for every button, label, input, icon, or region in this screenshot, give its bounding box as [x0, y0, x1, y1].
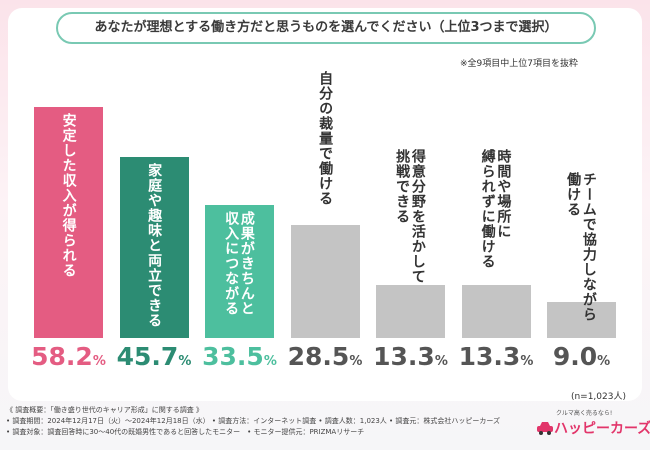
- value-label-3: 33.5%: [197, 342, 283, 371]
- bar-label-1: 安定した収入が得られる: [60, 113, 77, 279]
- company-logo: クルマ高く売るなら! ハッピーカーズ: [536, 408, 650, 442]
- bar-1: [34, 107, 103, 338]
- value-label-1: 58.2%: [26, 342, 112, 371]
- sample-size: (n=1,023人): [570, 392, 626, 402]
- bar-4: [290, 224, 360, 338]
- bar-label-line: 家庭や趣味と両立できる: [146, 162, 163, 328]
- value-number: 58.2: [31, 342, 93, 371]
- value-unit: %: [597, 354, 611, 369]
- bar-label-line: チームで協力しながら: [580, 172, 597, 323]
- bar-label-line: 縛られずに働ける: [479, 149, 496, 270]
- value-number: 33.5: [202, 342, 264, 371]
- value-label-2: 45.7%: [111, 342, 197, 371]
- value-label-4: 28.5%: [282, 342, 368, 371]
- bar-label-7: チームで協力しながら 働ける: [565, 172, 597, 323]
- bar-label-line: 成果がきちんと: [238, 211, 255, 317]
- bar-3: [205, 205, 274, 338]
- bar-2: [119, 156, 189, 338]
- value-number: 9.0: [552, 342, 598, 371]
- value-unit: %: [178, 354, 192, 369]
- value-label-5: 13.3%: [368, 342, 454, 371]
- bar-label-line: 安定した収入が得られる: [60, 113, 77, 279]
- value-unit: %: [92, 354, 106, 369]
- selection-note: ※全9項目中上位7項目を抜粋: [460, 59, 578, 69]
- value-unit: %: [520, 354, 534, 369]
- footer-line: • 調査期間：2024年12月17日（火）〜2024年12月18日（水） • 調…: [6, 417, 501, 425]
- value-unit: %: [434, 354, 448, 369]
- value-number: 45.7: [116, 342, 179, 371]
- bar-label-line: 働ける: [565, 172, 582, 218]
- chart-title: あなたが理想とする働き方だと思うものを選んでください（上位3つまで選択）: [56, 12, 596, 44]
- bar-label-4: 自分の裁量で働ける: [317, 71, 333, 206]
- bar-label-line: 自分の裁量で働ける: [317, 70, 334, 206]
- value-number: 13.3: [458, 342, 521, 371]
- logo-tagline: クルマ高く売るなら!: [556, 410, 613, 417]
- bar-label-2: 家庭や趣味と両立できる: [146, 163, 162, 328]
- value-unit: %: [349, 354, 363, 369]
- pink-car-icon: [537, 422, 553, 435]
- value-number: 28.5: [287, 342, 350, 371]
- bar-label-line: 得意分野を活かして: [409, 149, 426, 285]
- bar-label-6: 時間や場所に 縛られずに働ける: [479, 149, 512, 270]
- value-unit: %: [263, 354, 277, 369]
- logo-name: ハッピーカーズ: [554, 421, 650, 437]
- bar-7: [547, 302, 616, 338]
- value-label-6: 13.3%: [453, 342, 539, 371]
- bar-6: [461, 285, 531, 338]
- value-number: 13.3: [373, 342, 435, 371]
- survey-footer: 《 調査概要：「働き盛り世代のキャリア形成」に関する調査 》 • 調査期間：20…: [6, 405, 526, 438]
- value-label-7: 9.0%: [539, 342, 625, 371]
- footer-line: • 調査対象：調査回答時に30〜40代の既婚男性であると回答したモニター • モ…: [6, 428, 365, 436]
- bar-label-line: 時間や場所に: [495, 149, 512, 240]
- bar-label-3: 成果がきちんと 収入につながる: [223, 211, 255, 317]
- bar-label-line: 挑戦できる: [394, 149, 411, 225]
- footer-line: 《 調査概要：「働き盛り世代のキャリア形成」に関する調査 》: [6, 406, 203, 414]
- bar-label-5: 得意分野を活かして 挑戦できる: [394, 149, 426, 285]
- bar-label-line: 収入につながる: [223, 211, 240, 317]
- bar-5: [376, 285, 445, 338]
